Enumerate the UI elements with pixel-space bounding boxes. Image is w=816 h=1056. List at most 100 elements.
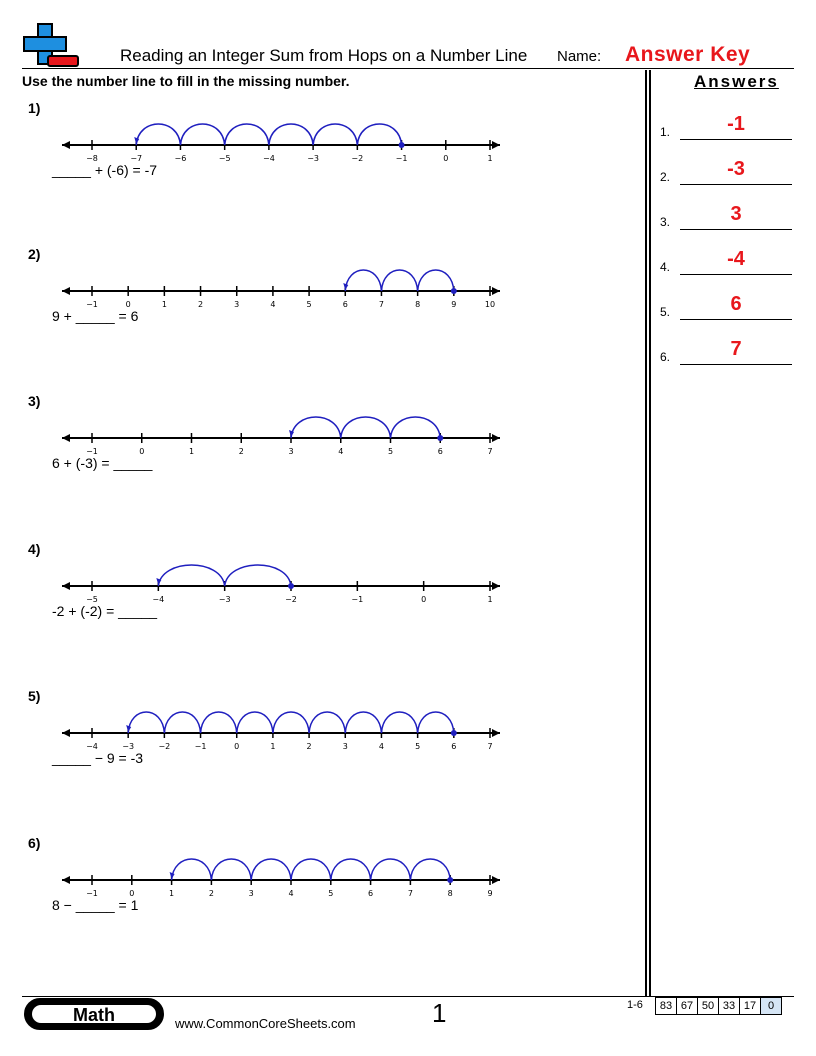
- tick-label: 2: [198, 300, 203, 309]
- problem: 4) −5 −4 −3 −2 −1 0 1 -2 + (-2) = _____: [22, 541, 500, 631]
- column-divider: [645, 70, 651, 996]
- tick-label: −5: [219, 154, 231, 163]
- answer-number: 1.: [660, 125, 671, 139]
- hop-arc: [179, 123, 226, 146]
- axis-arrow-left: [62, 141, 70, 149]
- tick-label: 2: [209, 889, 214, 898]
- answer-line: [680, 139, 792, 140]
- tick-label: −4: [86, 742, 98, 751]
- tick-label: −1: [351, 595, 363, 604]
- tick-label: 7: [487, 742, 492, 751]
- tick-label: −3: [122, 742, 134, 751]
- hop-arc: [416, 269, 455, 292]
- answer-row: 2. -3: [660, 155, 795, 185]
- tick-label: 4: [338, 447, 343, 456]
- site-url: www.CommonCoreSheets.com: [175, 1016, 356, 1031]
- problem: 1) −8 −7 −6 −5 −4 −3 −2 −1 0 1 _____ + (-6) = -7: [22, 100, 500, 190]
- answer-row: 1. -1: [660, 110, 795, 140]
- tick-label: 1: [270, 742, 275, 751]
- tick-label: −1: [86, 447, 98, 456]
- tick-label: 9: [487, 889, 492, 898]
- problem-number: 1): [28, 100, 41, 116]
- start-point: [450, 288, 457, 294]
- page-number: 1: [432, 998, 447, 1028]
- hop-arc: [199, 711, 238, 734]
- hop-arc: [223, 123, 270, 146]
- hop-arc: [210, 858, 252, 881]
- hop-arc: [272, 711, 310, 734]
- axis-arrow-left: [62, 582, 70, 590]
- tick-label: 7: [379, 300, 384, 309]
- hop-arc: [290, 416, 342, 439]
- score-cell: 83: [656, 998, 677, 1014]
- answer-value[interactable]: -1: [727, 113, 745, 135]
- hop-arc: [340, 416, 392, 439]
- tick-label: 8: [448, 889, 453, 898]
- number-line: −4 −3 −2 −1 0 1 2 3 4 5 6 7: [62, 711, 500, 751]
- tick-label: −6: [175, 154, 187, 163]
- equation: 8 − _____ = 1: [52, 897, 139, 913]
- answer-value[interactable]: -3: [727, 158, 745, 180]
- tick-label: 4: [270, 300, 275, 309]
- axis-arrow-right: [492, 141, 500, 149]
- tick-label: −1: [396, 154, 408, 163]
- hop-arrowhead: [343, 283, 349, 290]
- answer-value[interactable]: 3: [730, 203, 742, 225]
- hop-arc: [308, 711, 347, 734]
- answers-heading: Answers: [694, 72, 779, 91]
- tick-label: 6: [343, 300, 348, 309]
- answer-row: 6. 7: [660, 335, 795, 365]
- answer-line: [680, 229, 792, 230]
- tick-label: 6: [368, 889, 373, 898]
- start-point: [398, 142, 405, 148]
- hop-arc: [157, 564, 226, 587]
- answer-value[interactable]: 7: [730, 338, 742, 360]
- footer-rule: [22, 996, 794, 997]
- tick-label: 6: [438, 447, 443, 456]
- tick-label: 7: [487, 447, 492, 456]
- axis-arrow-right: [492, 729, 500, 737]
- tick-label: −4: [263, 154, 275, 163]
- tick-label: −5: [86, 595, 98, 604]
- start-point: [288, 583, 294, 589]
- problem-number: 5): [28, 688, 41, 704]
- hop-arc: [380, 269, 419, 292]
- tick-label: 5: [388, 447, 393, 456]
- tick-label: −1: [86, 300, 98, 309]
- equation: _____ + (-6) = -7: [52, 162, 158, 178]
- name-label: Name:: [557, 48, 602, 65]
- tick-label: −3: [219, 595, 231, 604]
- answer-value[interactable]: -4: [727, 248, 745, 270]
- equation: 6 + (-3) = _____: [52, 455, 153, 471]
- hop-arc: [163, 711, 202, 734]
- problem: 5) −4 −3 −2 −1 0 1 2 3 4 5 6 7 _____ − 9 = -3: [22, 688, 500, 778]
- tick-label: 9: [451, 300, 456, 309]
- hop-arc: [369, 858, 412, 881]
- answer-value[interactable]: 6: [730, 293, 742, 315]
- tick-label: 3: [343, 742, 348, 751]
- hop-arrowhead: [156, 578, 162, 585]
- number-line: −8 −7 −6 −5 −4 −3 −2 −1 0 1: [62, 123, 500, 163]
- tick-label: 2: [239, 447, 244, 456]
- answer-line: [680, 364, 792, 365]
- tick-label: −2: [351, 154, 363, 163]
- hop-arc: [356, 123, 403, 146]
- hop-arc: [330, 858, 372, 881]
- equation: -2 + (-2) = _____: [52, 603, 158, 619]
- hop-arc: [312, 123, 359, 146]
- hop-arc: [268, 123, 314, 146]
- answer-row: 3. 3: [660, 200, 795, 230]
- hop-arc: [409, 858, 451, 881]
- start-point: [447, 877, 454, 883]
- tick-label: 4: [379, 742, 384, 751]
- equation: 9 + _____ = 6: [52, 308, 139, 324]
- hop-arc: [416, 711, 455, 734]
- score-table: 83 67 50 33 17 0: [655, 997, 782, 1015]
- problem-number: 6): [28, 835, 41, 851]
- score-cell: 33: [719, 998, 740, 1014]
- tick-label: −2: [285, 595, 297, 604]
- axis-arrow-right: [492, 287, 500, 295]
- hop-arc: [389, 416, 441, 439]
- problem-number: 4): [28, 541, 41, 557]
- tick-label: 5: [415, 742, 420, 751]
